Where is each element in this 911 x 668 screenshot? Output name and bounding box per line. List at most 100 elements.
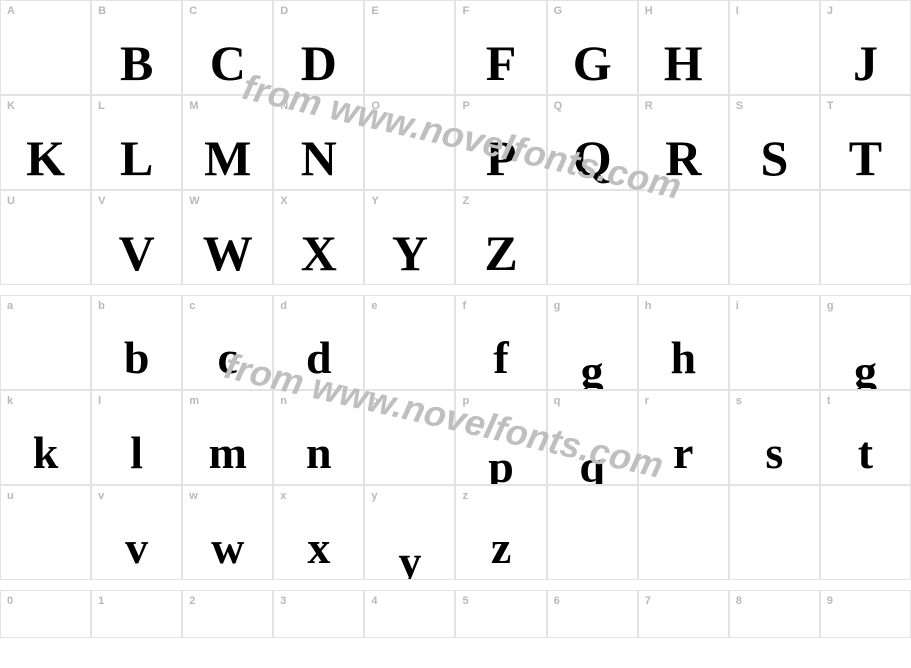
cell-glyph: k xyxy=(1,430,90,476)
glyph-cell: kk xyxy=(0,390,91,485)
cell-label: m xyxy=(189,395,199,407)
cell-label: z xyxy=(462,490,468,502)
cell-label: 5 xyxy=(462,595,469,607)
cell-label: p xyxy=(462,395,469,407)
glyph-cell: O xyxy=(364,95,455,190)
cell-glyph: s xyxy=(730,430,819,476)
glyph-cell: 2 xyxy=(182,590,273,638)
cell-label: v xyxy=(98,490,105,502)
glyph-cell: YY xyxy=(364,190,455,285)
cell-label: J xyxy=(827,5,834,17)
cell-glyph: f xyxy=(456,335,545,381)
cell-label: k xyxy=(7,395,14,407)
glyph-cell xyxy=(820,485,911,580)
glyph-cell: SS xyxy=(729,95,820,190)
cell-label: L xyxy=(98,100,105,112)
cell-label: R xyxy=(645,100,653,112)
cell-glyph: w xyxy=(183,525,272,571)
cell-label: G xyxy=(554,5,563,17)
glyph-cell: gg xyxy=(820,295,911,390)
glyph-cell xyxy=(547,190,638,285)
glyph-cell xyxy=(638,485,729,580)
glyph-cell: I xyxy=(729,0,820,95)
cell-label: 6 xyxy=(554,595,561,607)
cell-glyph: D xyxy=(274,38,363,88)
cell-glyph: K xyxy=(1,133,90,183)
glyph-cell: qq xyxy=(547,390,638,485)
glyph-cell: e xyxy=(364,295,455,390)
glyph-cell: nn xyxy=(273,390,364,485)
cell-label: F xyxy=(462,5,469,17)
glyph-cell: LL xyxy=(91,95,182,190)
glyph-cell: pp xyxy=(455,390,546,485)
cell-label: h xyxy=(645,300,652,312)
cell-label: d xyxy=(280,300,287,312)
glyph-cell: cc xyxy=(182,295,273,390)
cell-glyph: v xyxy=(92,525,181,571)
cell-label: Z xyxy=(462,195,469,207)
cell-label: b xyxy=(98,300,105,312)
glyph-cell: TT xyxy=(820,95,911,190)
cell-label: Y xyxy=(371,195,379,207)
cell-label: N xyxy=(280,100,288,112)
cell-label: P xyxy=(462,100,470,112)
cell-label: 8 xyxy=(736,595,743,607)
cell-label: r xyxy=(645,395,650,407)
glyph-cell: FF xyxy=(455,0,546,95)
cell-label: f xyxy=(462,300,466,312)
cell-label: o xyxy=(371,395,378,407)
cell-label: a xyxy=(7,300,14,312)
glyph-cell xyxy=(547,485,638,580)
glyph-cell: dd xyxy=(273,295,364,390)
glyph-cell: zz xyxy=(455,485,546,580)
cell-glyph: z xyxy=(456,525,545,571)
cell-glyph: l xyxy=(92,430,181,476)
cell-glyph: Z xyxy=(456,228,545,278)
glyph-cell: RR xyxy=(638,95,729,190)
glyph-cell: KK xyxy=(0,95,91,190)
glyph-cell: MM xyxy=(182,95,273,190)
cell-label: E xyxy=(371,5,379,17)
cell-label: w xyxy=(189,490,198,502)
glyph-cell: WW xyxy=(182,190,273,285)
cell-label: A xyxy=(7,5,15,17)
glyph-cell xyxy=(729,485,820,580)
glyph-cell xyxy=(729,190,820,285)
cell-label: B xyxy=(98,5,106,17)
cell-label: 0 xyxy=(7,595,14,607)
glyph-cell: HH xyxy=(638,0,729,95)
cell-label: c xyxy=(189,300,196,312)
cell-label: H xyxy=(645,5,653,17)
cell-label: T xyxy=(827,100,834,112)
cell-label: 3 xyxy=(280,595,287,607)
glyph-cell xyxy=(638,190,729,285)
cell-label: X xyxy=(280,195,288,207)
glyph-cell: 6 xyxy=(547,590,638,638)
cell-glyph: y xyxy=(365,539,454,580)
glyph-cell: 5 xyxy=(455,590,546,638)
cell-label: x xyxy=(280,490,287,502)
glyph-cell: A xyxy=(0,0,91,95)
glyph-cell: 9 xyxy=(820,590,911,638)
cell-glyph: h xyxy=(639,335,728,381)
cell-glyph: L xyxy=(92,133,181,183)
cell-glyph: B xyxy=(92,38,181,88)
cell-label: 1 xyxy=(98,595,105,607)
glyph-cell: ll xyxy=(91,390,182,485)
glyph-cell: 0 xyxy=(0,590,91,638)
cell-glyph: n xyxy=(274,430,363,476)
cell-glyph: r xyxy=(639,430,728,476)
cell-label: S xyxy=(736,100,744,112)
cell-label: s xyxy=(736,395,743,407)
cell-label: U xyxy=(7,195,15,207)
cell-label: 4 xyxy=(371,595,378,607)
cell-glyph: S xyxy=(730,133,819,183)
glyph-cell: mm xyxy=(182,390,273,485)
glyph-cell: a xyxy=(0,295,91,390)
glyph-cell: rr xyxy=(638,390,729,485)
cell-label: Q xyxy=(554,100,563,112)
glyph-cell: 7 xyxy=(638,590,729,638)
glyph-cell: bb xyxy=(91,295,182,390)
glyph-cell: JJ xyxy=(820,0,911,95)
cell-glyph: P xyxy=(456,133,545,183)
